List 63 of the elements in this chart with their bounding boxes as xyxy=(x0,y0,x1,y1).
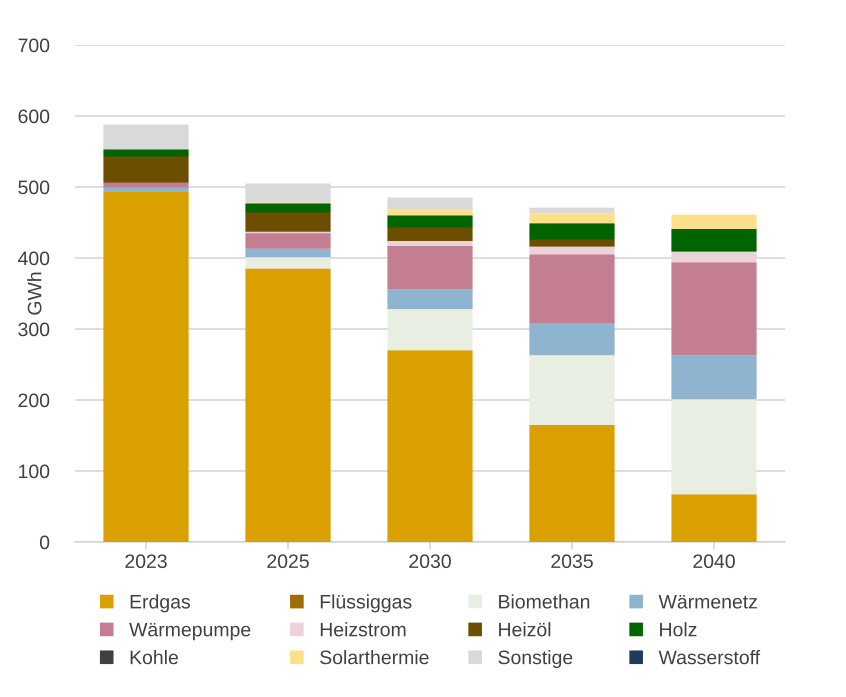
bar xyxy=(387,198,473,210)
bar xyxy=(529,208,615,214)
bar xyxy=(529,323,615,356)
legend-label: Heizöl xyxy=(499,622,550,636)
bar xyxy=(387,309,473,350)
bar xyxy=(529,246,615,254)
bar xyxy=(387,227,473,241)
bar xyxy=(529,240,615,247)
bar xyxy=(529,213,615,224)
legend-label: Flüssiggas xyxy=(320,594,412,612)
y-tick-label: 300 xyxy=(18,322,50,336)
legend-label: Heizstrom xyxy=(320,622,406,636)
legend-label: Solarthermie xyxy=(320,650,429,664)
bar xyxy=(671,228,757,252)
bar xyxy=(671,494,757,542)
bar xyxy=(529,223,615,240)
bar xyxy=(529,254,615,324)
y-tick-label: 600 xyxy=(18,109,50,124)
bar xyxy=(245,212,331,232)
legend-label: Wärmepumpe xyxy=(129,622,250,640)
bar xyxy=(245,233,331,249)
bar xyxy=(387,215,473,228)
bar xyxy=(245,268,331,542)
bar xyxy=(671,262,757,356)
bar xyxy=(387,240,473,246)
bar xyxy=(671,252,757,262)
y-tick-label: 400 xyxy=(18,251,50,266)
bar xyxy=(529,355,615,425)
y-tick-label: 100 xyxy=(19,464,50,478)
y-tick-label: 500 xyxy=(18,180,50,194)
x-tick-label: 2023 xyxy=(125,554,167,568)
bar xyxy=(671,399,757,494)
bar xyxy=(245,248,331,258)
bar xyxy=(387,350,473,542)
bar xyxy=(387,246,473,290)
x-tick-label: 2030 xyxy=(409,554,451,568)
bar xyxy=(103,188,189,192)
legend-label: Wärmenetz xyxy=(658,595,757,609)
bar xyxy=(529,424,615,542)
legend-label: Kohle xyxy=(130,650,178,664)
legend-label: Biomethan xyxy=(499,594,590,609)
bar xyxy=(103,182,189,188)
bar xyxy=(103,149,189,156)
x-tick-label: 2040 xyxy=(693,554,735,568)
bar xyxy=(103,191,189,542)
bar xyxy=(103,156,189,183)
y-tick-label: 700 xyxy=(18,38,50,52)
legend-label: Wasserstoff xyxy=(658,650,760,664)
legend-label: Holz xyxy=(660,622,696,636)
bar xyxy=(671,214,757,229)
bar xyxy=(387,289,473,310)
bar xyxy=(103,124,189,150)
y-tick-label: 0 xyxy=(40,535,50,550)
y-axis-title: GWh xyxy=(27,272,42,315)
bar xyxy=(387,210,473,216)
legend-label: Sonstige xyxy=(498,650,572,668)
legend-label: Erdgas xyxy=(130,594,190,612)
x-tick-label: 2035 xyxy=(551,554,593,568)
y-tick-label: 200 xyxy=(18,393,50,408)
bar xyxy=(671,355,757,400)
bar xyxy=(245,203,331,213)
x-tick-label: 2025 xyxy=(267,554,309,568)
bar xyxy=(245,257,331,269)
